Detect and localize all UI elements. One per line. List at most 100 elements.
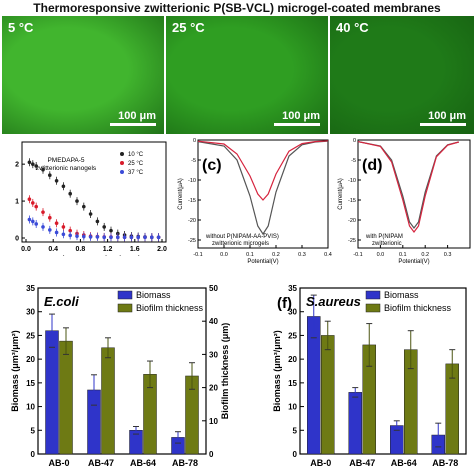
y-axis-label: Current(μA) xyxy=(178,178,184,209)
x-tick-label: 0.8 xyxy=(76,246,86,253)
y-axis-label: Current(μA) xyxy=(338,178,344,209)
x-axis-label: NaCl concentration (wt %) xyxy=(48,254,141,256)
legend-marker xyxy=(120,152,124,156)
chart-title-line: PMEDAPA-5 xyxy=(47,157,84,164)
legend-label: Biofilm thickness xyxy=(384,303,452,313)
organism-label: S.aureus xyxy=(306,294,361,309)
y-tick-label: -20 xyxy=(188,218,196,224)
legend-label: Biomass xyxy=(136,290,171,300)
scale-bar xyxy=(110,123,156,126)
scale-bar-label: 100 μm xyxy=(118,110,156,122)
y-tick-label: 15 xyxy=(26,379,35,388)
legend-swatch xyxy=(117,290,133,300)
bar xyxy=(59,340,73,455)
data-point xyxy=(61,225,66,229)
y2-tick-label: 20 xyxy=(209,384,218,393)
data-point xyxy=(102,235,106,240)
y2-tick-label: 30 xyxy=(209,350,218,359)
plot-frame xyxy=(197,139,329,249)
panel-label: (c) xyxy=(202,157,222,174)
scale-bar xyxy=(274,123,320,126)
scale-bar-label: 100 μm xyxy=(428,110,466,122)
y-tick-label: -25 xyxy=(348,238,356,244)
micrograph-temp-label: 5 °C xyxy=(8,20,34,35)
data-point xyxy=(122,235,127,240)
chart-annotation: zwitterionic microgels xyxy=(212,241,269,247)
x-tick-label: 0.4 xyxy=(48,246,58,253)
category-label: AB-64 xyxy=(391,458,417,468)
legend-label: Biofilm thickness xyxy=(136,303,204,313)
micrograph-temp-label: 40 °C xyxy=(336,20,369,35)
data-point xyxy=(136,235,140,240)
y-tick-label: -20 xyxy=(348,218,356,224)
figure-title: Thermoresponsive zwitterionic P(SB-VCL) … xyxy=(33,1,441,15)
legend-label: 37 °C xyxy=(128,170,144,176)
x-tick-label: 0.1 xyxy=(246,252,254,258)
data-point xyxy=(48,228,52,232)
data-point xyxy=(75,199,79,203)
category-label: AB-64 xyxy=(130,458,156,468)
y-tick-label: 5 xyxy=(293,426,298,435)
data-point xyxy=(27,160,32,165)
data-point xyxy=(129,235,134,240)
x-axis-label: Potential(V) xyxy=(247,259,278,265)
bar xyxy=(321,335,335,455)
y-tick-label: 20 xyxy=(26,355,35,364)
data-point xyxy=(68,233,72,238)
x-tick-label: 2.0 xyxy=(157,246,167,253)
data-point xyxy=(34,222,38,226)
plot-frame xyxy=(357,139,471,249)
y-tick-label: -10 xyxy=(188,178,196,184)
chart-annotation: zwitterionic xyxy=(372,241,402,247)
data-point xyxy=(88,212,93,216)
y-axis-label: Biomass (μm³/μm²) xyxy=(10,330,20,412)
data-point xyxy=(31,201,35,205)
x-tick-label: -0.1 xyxy=(353,252,362,258)
data-point xyxy=(102,225,106,229)
chart-annotation: with P(NIPAM xyxy=(365,234,403,240)
cv-curve xyxy=(357,141,459,229)
y-tick-label: 0 xyxy=(193,138,196,144)
legend-label: 25 °C xyxy=(128,161,144,167)
saureus-biofilm-chart: 0 5 10 15 20 25 30 35 Biomass (μm³/μm²) AB-0 AB-47… xyxy=(272,284,467,468)
plot-frame xyxy=(21,141,167,243)
data-point xyxy=(34,164,38,168)
x-tick-label: 0.0 xyxy=(220,252,228,258)
data-point xyxy=(75,234,79,238)
data-point xyxy=(61,232,66,237)
chart-title-line: zwitterionic nanogels xyxy=(36,165,97,172)
x-tick-label: 0.2 xyxy=(421,252,429,258)
micrograph-5c: 5 °C 100 μm xyxy=(2,16,164,134)
data-point xyxy=(116,235,120,240)
category-label: AB-0 xyxy=(310,458,331,468)
legend-marker xyxy=(120,161,124,165)
panel-label: (d) xyxy=(362,157,382,174)
category-label: AB-47 xyxy=(349,458,375,468)
data-point xyxy=(68,191,72,196)
y-tick-label: 5 xyxy=(31,426,36,435)
data-point xyxy=(27,197,32,202)
data-point xyxy=(95,219,100,224)
x-tick-label: 1.6 xyxy=(130,246,140,253)
y2-axis-label: Biofilm thickness (μm) xyxy=(220,323,230,420)
panel-label: (f) xyxy=(277,295,292,312)
x-tick-label: 0.3 xyxy=(444,252,452,258)
data-point xyxy=(48,173,52,178)
y-tick-label: 10 xyxy=(26,403,35,412)
x-tick-label: 0.1 xyxy=(399,252,407,258)
y-tick-label: -5 xyxy=(191,158,196,164)
bar xyxy=(348,392,362,455)
x-axis-label: Potential(V) xyxy=(398,259,429,265)
data-point xyxy=(109,228,113,233)
category-label: AB-78 xyxy=(172,458,198,468)
scale-bar xyxy=(420,123,466,126)
chart-annotation: without P(NIPAM-AA-PVIS) xyxy=(205,234,279,240)
x-tick-label: 0.0 xyxy=(21,246,31,253)
y-tick-label: 0 xyxy=(353,138,356,144)
data-point xyxy=(54,221,59,226)
y-tick-label: 35 xyxy=(288,284,297,293)
y-tick-label: -10 xyxy=(348,178,356,184)
data-point xyxy=(41,210,45,214)
data-point xyxy=(41,225,45,229)
y2-tick-label: 50 xyxy=(209,284,218,293)
